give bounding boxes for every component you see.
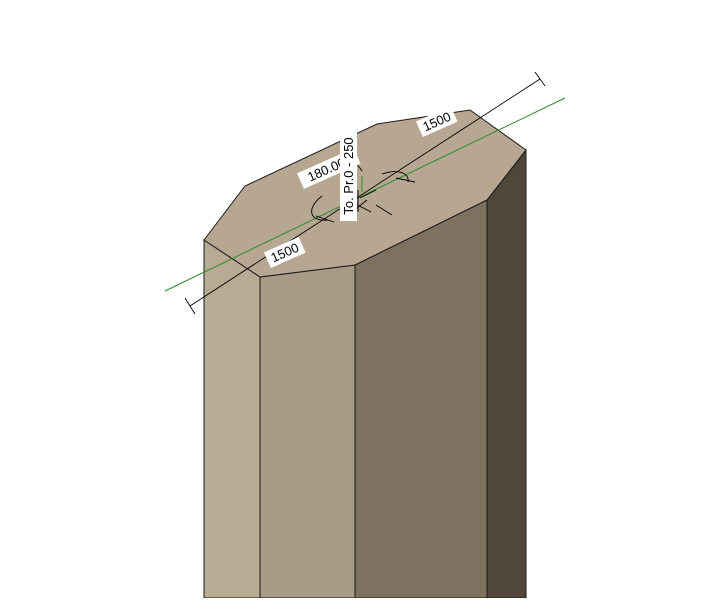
column-top-face[interactable]: [203, 109, 527, 278]
rotation-handle[interactable]: [311, 171, 416, 223]
column-front-right-face[interactable]: [354, 199, 488, 599]
column-left-face[interactable]: [203, 239, 261, 599]
column-front-left-face[interactable]: [259, 264, 356, 599]
offset-label[interactable]: To. Pr.0 - 250: [340, 131, 357, 221]
dimension-line[interactable]: [184, 71, 546, 315]
column-right-face[interactable]: [486, 148, 527, 599]
reference-line[interactable]: [164, 97, 566, 292]
offset-text: To. Pr.0 - 250: [341, 137, 356, 214]
